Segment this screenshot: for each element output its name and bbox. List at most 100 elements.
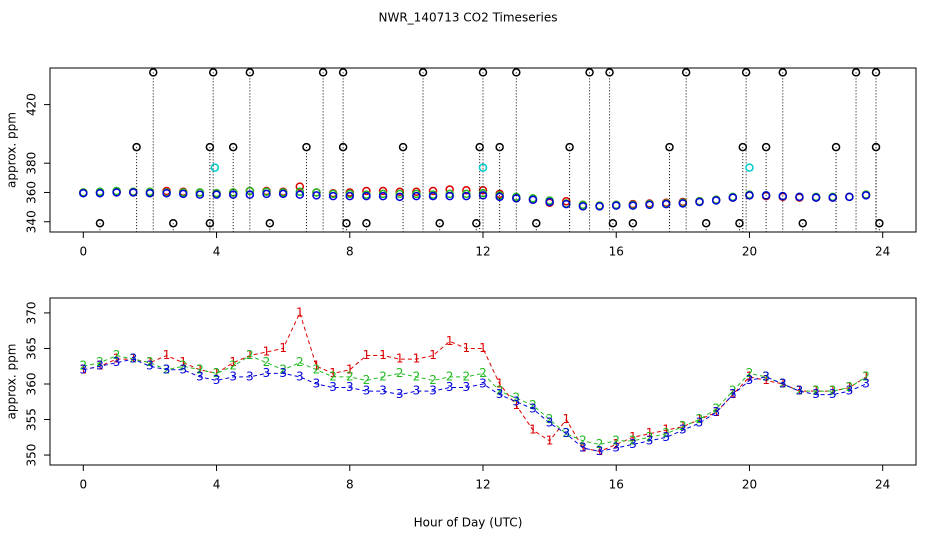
point bbox=[398, 142, 408, 152]
point bbox=[678, 199, 688, 208]
point-symbol: 1 bbox=[479, 341, 487, 355]
point bbox=[295, 187, 305, 196]
point bbox=[338, 68, 348, 77]
point bbox=[478, 163, 488, 172]
point-symbol: 1 bbox=[429, 348, 437, 362]
point-symbol: 3 bbox=[562, 426, 570, 440]
point-symbol: 3 bbox=[96, 359, 104, 373]
point bbox=[428, 186, 438, 196]
point-symbol: 2 bbox=[696, 412, 704, 426]
x-tick-label: 16 bbox=[609, 478, 624, 492]
point bbox=[208, 68, 218, 77]
point-symbol: 2 bbox=[762, 369, 770, 383]
point-symbol: 2 bbox=[446, 369, 454, 383]
point bbox=[795, 192, 804, 202]
x-tick-label: 16 bbox=[609, 245, 624, 259]
point-symbol: 2 bbox=[812, 384, 820, 398]
point bbox=[302, 142, 311, 152]
point-symbol: 3 bbox=[579, 440, 587, 454]
point-symbol: 2 bbox=[429, 373, 437, 387]
point bbox=[178, 189, 188, 199]
point-symbol: 3 bbox=[496, 387, 504, 401]
point bbox=[79, 188, 88, 198]
point bbox=[112, 188, 121, 197]
point-symbol: 2 bbox=[79, 359, 87, 373]
point bbox=[312, 188, 321, 197]
point-symbol: 1 bbox=[446, 334, 454, 348]
point bbox=[798, 218, 808, 228]
point-symbol: 1 bbox=[279, 341, 287, 355]
point-symbol: 1 bbox=[562, 412, 570, 426]
point bbox=[861, 191, 871, 200]
point-symbol: 2 bbox=[329, 369, 337, 383]
point-symbol: 3 bbox=[246, 369, 254, 383]
point-symbol: 1 bbox=[229, 355, 237, 369]
point-symbol: 3 bbox=[546, 416, 554, 430]
point bbox=[245, 186, 255, 196]
point-symbol: 2 bbox=[662, 426, 670, 440]
point-symbol: 2 bbox=[96, 355, 104, 369]
point bbox=[378, 191, 388, 201]
point-symbol: 3 bbox=[346, 380, 354, 394]
point-symbol: 1 bbox=[413, 352, 421, 366]
point bbox=[695, 197, 704, 207]
point-symbol: 2 bbox=[612, 433, 620, 447]
point bbox=[512, 68, 521, 77]
point-symbol: 2 bbox=[629, 433, 637, 447]
series-line bbox=[83, 358, 867, 453]
point-symbol: 1 bbox=[762, 373, 770, 387]
point-symbol: 3 bbox=[812, 387, 820, 401]
point bbox=[205, 142, 215, 152]
point-symbol: 2 bbox=[413, 369, 421, 383]
point bbox=[395, 189, 404, 199]
y-tick-label: 360 bbox=[25, 373, 39, 396]
point bbox=[95, 218, 105, 228]
y-axis-label: approx. ppm bbox=[5, 344, 19, 420]
y-tick-label: 380 bbox=[25, 152, 39, 175]
point bbox=[362, 218, 371, 228]
point bbox=[418, 68, 428, 77]
point bbox=[265, 218, 275, 228]
point bbox=[462, 186, 471, 195]
point bbox=[811, 193, 821, 202]
point bbox=[395, 192, 404, 202]
x-tick-label: 20 bbox=[742, 245, 757, 259]
x-tick-label: 24 bbox=[875, 478, 890, 492]
point-symbol: 1 bbox=[263, 345, 271, 359]
chart-title: NWR_140713 CO2 Timeseries bbox=[379, 11, 558, 25]
point bbox=[628, 201, 638, 210]
point-symbol: 3 bbox=[446, 380, 454, 394]
point-symbol: 2 bbox=[529, 398, 537, 412]
point bbox=[851, 68, 861, 77]
point-symbol: 3 bbox=[779, 376, 787, 390]
x-tick-label: 8 bbox=[346, 478, 354, 492]
point-symbol: 1 bbox=[179, 355, 187, 369]
x-tick-label: 4 bbox=[213, 478, 221, 492]
point-symbol: 3 bbox=[746, 373, 754, 387]
point-symbol: 3 bbox=[529, 401, 537, 415]
point bbox=[462, 191, 471, 201]
point-symbol: 3 bbox=[679, 423, 687, 437]
point-symbol: 1 bbox=[313, 359, 321, 373]
point-symbol: 1 bbox=[862, 369, 870, 383]
series-line bbox=[83, 354, 867, 445]
point-symbol: 3 bbox=[329, 380, 337, 394]
point bbox=[605, 68, 614, 77]
point-symbol: 3 bbox=[729, 387, 737, 401]
point-symbol: 2 bbox=[679, 419, 687, 433]
point bbox=[245, 68, 255, 77]
point-symbol: 1 bbox=[612, 437, 620, 451]
point-symbol: 2 bbox=[279, 362, 287, 376]
x-tick-label: 20 bbox=[742, 478, 757, 492]
y-axis-label: approx. ppm bbox=[5, 112, 19, 188]
point bbox=[412, 191, 421, 201]
point bbox=[475, 142, 484, 152]
point bbox=[472, 218, 481, 228]
point-symbol: 1 bbox=[646, 426, 654, 440]
x-tick-label: 8 bbox=[346, 245, 354, 259]
point-symbol: 1 bbox=[546, 433, 554, 447]
point-symbol: 1 bbox=[496, 376, 504, 390]
point-symbol: 3 bbox=[712, 405, 720, 419]
point bbox=[738, 142, 748, 152]
